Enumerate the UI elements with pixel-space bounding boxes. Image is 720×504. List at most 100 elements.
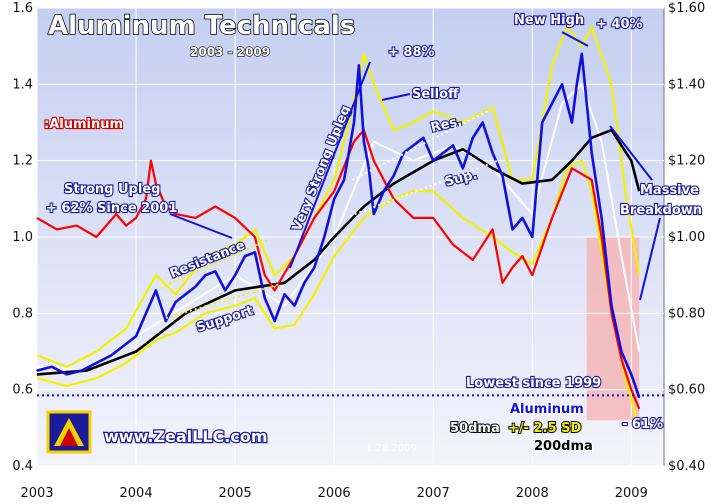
aluminum-price-point bbox=[521, 217, 524, 219]
aluminum-price-point bbox=[273, 320, 276, 322]
annotation-strong-upleg: Strong Upleg bbox=[64, 182, 160, 197]
aluminum-price-point bbox=[283, 293, 286, 296]
annotation-minus61: - 61% bbox=[622, 417, 663, 432]
y-tick-left: 0.6 bbox=[12, 383, 33, 398]
upper-band-line bbox=[36, 26, 641, 368]
aluminum-price-point bbox=[363, 140, 365, 143]
website-url: www.ZealLLC.com bbox=[104, 427, 268, 446]
legend-band: +/- 2.5 SD bbox=[508, 421, 581, 436]
y-tick-right: $1.00 bbox=[668, 230, 705, 245]
aluminum-price-point bbox=[333, 198, 335, 200]
arrow-massive bbox=[609, 125, 653, 181]
aluminum-price-point bbox=[353, 121, 355, 124]
annotation-selloff: Selloff bbox=[412, 87, 459, 102]
aluminum-price-point bbox=[372, 213, 375, 215]
zeal-logo-icon bbox=[46, 410, 92, 454]
aluminum-price-point bbox=[432, 159, 435, 162]
aluminum-price-point bbox=[224, 289, 226, 292]
annotation-massive: Massive bbox=[640, 183, 699, 198]
arrow-strong-upleg bbox=[169, 213, 233, 239]
aluminum-price-point bbox=[313, 266, 316, 269]
aluminum-price-point bbox=[214, 270, 217, 273]
aluminum-price-point bbox=[620, 350, 623, 353]
y-tick-right: $1.60 bbox=[668, 1, 705, 16]
arrow-new-high bbox=[561, 31, 589, 47]
x-tick: 2007 bbox=[417, 486, 450, 501]
aluminum-price-point bbox=[610, 304, 613, 307]
arrow-very-strong-upleg bbox=[289, 61, 371, 269]
aluminum-price-point bbox=[638, 396, 641, 399]
aluminum-price-point bbox=[293, 304, 296, 307]
aluminum-price-point bbox=[155, 289, 157, 292]
aluminum-price-point bbox=[580, 53, 583, 55]
arrow-selloff bbox=[381, 93, 411, 101]
aluminum-price-point bbox=[244, 255, 246, 257]
y-tick-left: 1.2 bbox=[12, 154, 33, 169]
aluminum-price-point bbox=[254, 251, 256, 254]
aluminum-price-point bbox=[402, 152, 405, 154]
aluminum-price-point bbox=[65, 373, 68, 376]
resistance-trendline bbox=[351, 109, 491, 181]
support-trendline bbox=[349, 159, 501, 217]
x-tick: 2003 bbox=[20, 486, 53, 501]
annotation-plus62: + 62% Since 2001 bbox=[46, 201, 177, 216]
annotation-breakdown: Breakdown bbox=[620, 203, 702, 218]
aluminum-price-point bbox=[264, 297, 266, 299]
legend-50dma: 50dma bbox=[450, 421, 500, 436]
aluminum-price-point bbox=[551, 102, 553, 105]
y-tick-right: $1.20 bbox=[668, 154, 705, 169]
aluminum-price-point bbox=[204, 274, 207, 276]
y-tick-left: 1.0 bbox=[12, 230, 33, 245]
aluminum-price-point bbox=[501, 175, 504, 177]
y-tick-left: 1.6 bbox=[12, 1, 33, 16]
aluminum-price-point bbox=[368, 167, 370, 170]
y-tick-right: $0.60 bbox=[668, 383, 705, 398]
aluminum-price-point bbox=[80, 369, 83, 372]
dma200-line bbox=[36, 128, 641, 376]
y-tick-right: $1.40 bbox=[668, 77, 705, 92]
aluminum-price-point bbox=[135, 335, 137, 338]
aluminum-price-point bbox=[571, 121, 573, 124]
aluminum-price-point bbox=[630, 373, 633, 376]
date-stamp: 1.28.2009 bbox=[366, 443, 417, 454]
aluminum-price-point bbox=[184, 293, 187, 296]
y-tick-left: 0.8 bbox=[12, 306, 33, 321]
aluminum-price-point bbox=[145, 312, 147, 315]
aluminum-price-point bbox=[234, 274, 236, 276]
x-tick: 2006 bbox=[318, 486, 351, 501]
aluminum-price-point bbox=[462, 167, 464, 170]
aluminum-price-point bbox=[95, 362, 98, 364]
aluminum-price-point bbox=[600, 217, 603, 219]
chart-title: Aluminum Technicals bbox=[48, 11, 355, 41]
x-tick: 2009 bbox=[615, 486, 648, 501]
aluminum-price-point bbox=[343, 178, 345, 181]
legend-aluminum: Aluminum bbox=[510, 402, 584, 417]
aluminum-price-point bbox=[422, 136, 425, 139]
legend-200dma: 200dma bbox=[534, 439, 593, 454]
aluminum-price-point bbox=[51, 365, 53, 368]
aluminum-price-point bbox=[392, 175, 395, 177]
arrow-breakdown bbox=[639, 217, 661, 301]
aluminum-price-point bbox=[590, 152, 593, 154]
aluminum-price-point bbox=[303, 282, 306, 284]
aluminum-price-point bbox=[442, 152, 444, 154]
aluminum-price-point bbox=[472, 136, 474, 139]
aluminum-price-point bbox=[541, 121, 543, 124]
x-tick: 2004 bbox=[120, 486, 153, 501]
aluminum-price-point bbox=[358, 64, 360, 67]
aluminum-price-point bbox=[576, 83, 578, 86]
aluminum-price-point bbox=[412, 144, 415, 147]
aluminum-price-point bbox=[382, 190, 385, 192]
aluminum-price-point bbox=[561, 83, 563, 86]
lower-band-line bbox=[36, 159, 641, 429]
ratio-line bbox=[36, 129, 641, 410]
y-tick-left: 0.4 bbox=[12, 459, 33, 474]
aluminum-price-point bbox=[164, 320, 167, 322]
aluminum-price-point bbox=[110, 354, 113, 357]
ratio-label: :Aluminum bbox=[44, 117, 123, 132]
annotation-plus40: + 40% bbox=[596, 17, 643, 32]
y-tick-right: $0.40 bbox=[668, 459, 705, 474]
aluminum-price-point bbox=[36, 369, 38, 372]
